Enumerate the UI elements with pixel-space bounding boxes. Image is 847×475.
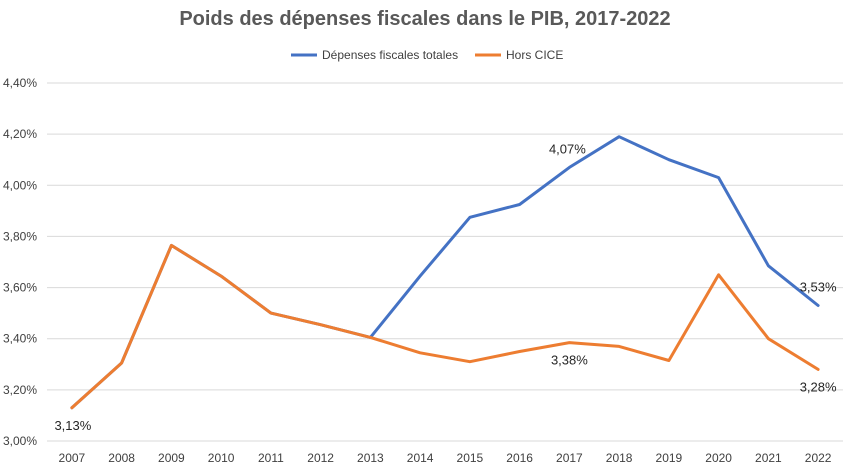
legend: Dépenses fiscales totales Hors CICE <box>291 48 563 62</box>
x-tick-label: 2019 <box>656 451 683 465</box>
x-tick-label: 2008 <box>108 451 135 465</box>
series-line-1 <box>70 135 820 410</box>
data-label: 3,13% <box>54 418 91 433</box>
data-label: 3,38% <box>551 353 588 368</box>
x-tick-label: 2011 <box>258 451 284 465</box>
x-tick-label: 2018 <box>606 451 633 465</box>
x-tick-label: 2015 <box>457 451 484 465</box>
x-tick-label: 2013 <box>357 451 384 465</box>
series-lines <box>70 135 820 410</box>
x-tick-label: 2021 <box>755 451 782 465</box>
series-line-2 <box>70 243 820 410</box>
x-tick-label: 2012 <box>307 451 334 465</box>
y-tick-label: 3,60% <box>3 281 37 295</box>
y-tick-label: 4,40% <box>3 76 37 90</box>
y-tick-label: 4,00% <box>3 178 37 192</box>
x-tick-label: 2010 <box>208 451 235 465</box>
y-tick-label: 3,00% <box>3 434 37 448</box>
legend-label-series-2: Hors CICE <box>506 48 563 62</box>
y-axis-ticks: 3,00% 3,20% 3,40% 3,60% 3,80% 4,00% 4,20% 4,40% <box>3 76 37 448</box>
gridlines <box>47 82 843 442</box>
data-annotations: 3,13% 4,07% 3,53% 3,38% 3,28% <box>54 141 837 432</box>
y-tick-label: 3,20% <box>3 383 37 397</box>
x-tick-label: 2009 <box>158 451 185 465</box>
x-axis-ticks: 2007 2008 2009 2010 2011 2012 2013 2014 2015 2016… <box>59 451 832 465</box>
legend-label-series-1: Dépenses fiscales totales <box>322 48 458 62</box>
x-tick-label: 2017 <box>556 451 583 465</box>
y-tick-label: 3,80% <box>3 229 37 243</box>
x-tick-label: 2020 <box>705 451 732 465</box>
x-tick-label: 2022 <box>805 451 832 465</box>
x-tick-label: 2016 <box>506 451 533 465</box>
x-tick-label: 2014 <box>407 451 434 465</box>
data-label: 4,07% <box>549 141 586 156</box>
data-label: 3,53% <box>800 279 837 294</box>
data-label: 3,28% <box>800 379 837 394</box>
y-tick-label: 4,20% <box>3 127 37 141</box>
chart-title: Poids des dépenses fiscales dans le PIB,… <box>179 8 670 30</box>
x-tick-label: 2007 <box>59 451 86 465</box>
y-tick-label: 3,40% <box>3 332 37 346</box>
